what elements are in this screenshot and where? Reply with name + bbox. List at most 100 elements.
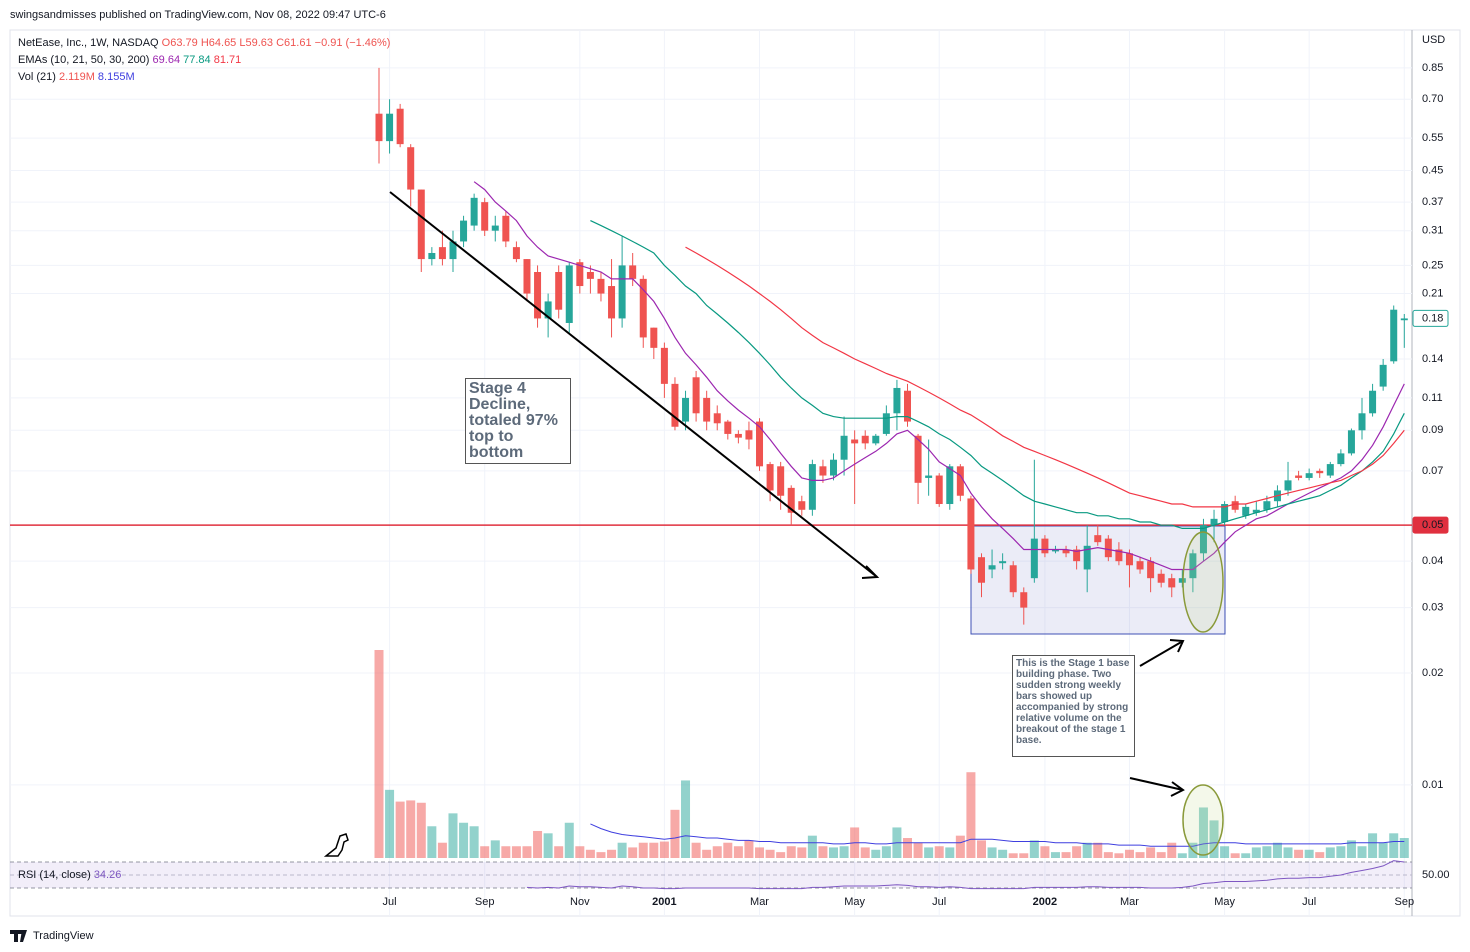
arrow — [1139, 639, 1185, 667]
price-tag-label: 0.05 — [1422, 519, 1443, 531]
candle-body — [946, 466, 954, 505]
x-tick-label: 2002 — [1033, 896, 1057, 908]
volume-bar — [1135, 852, 1145, 858]
volume-bar — [1262, 846, 1272, 858]
candle-body — [1136, 561, 1144, 570]
candle-body — [618, 265, 626, 319]
candle-body — [491, 225, 499, 231]
candle-body — [1168, 578, 1176, 588]
volume-bar — [765, 849, 775, 858]
candle-body — [449, 241, 457, 260]
y-tick-label: 0.37 — [1422, 196, 1443, 208]
candle-body — [1210, 518, 1218, 526]
volume-bar — [1357, 846, 1367, 858]
candle-body — [734, 433, 742, 438]
candle-body — [481, 202, 489, 231]
candle-body — [512, 247, 520, 260]
volume-bar — [797, 847, 807, 858]
volume-value: 8.155M — [98, 71, 135, 83]
volume-bar — [1389, 833, 1399, 858]
legend-line: EMAs (10, 21, 50, 30, 200) 69.64 77.84 8… — [18, 54, 241, 66]
y-tick-label: 0.04 — [1422, 555, 1443, 567]
volume-bar — [596, 852, 606, 858]
candle-body — [904, 390, 911, 422]
volume-bar — [1346, 840, 1356, 858]
volume-bar — [575, 846, 585, 858]
volume-bar — [1294, 849, 1304, 858]
volume-bar — [681, 780, 691, 858]
x-tick-label: Jul — [932, 896, 946, 908]
price-tag — [1412, 516, 1449, 534]
candle-body — [724, 421, 732, 434]
candle-body — [1295, 475, 1303, 478]
symbol: NetEase, Inc., 1W, NASDAQ — [18, 37, 159, 49]
volume-bar — [702, 849, 712, 858]
volume-bar — [564, 822, 574, 858]
ohlc: O63.79 — [162, 37, 198, 49]
rsi-tick-label: 50.00 — [1422, 869, 1450, 881]
candle-body — [830, 459, 838, 476]
volume-bar — [1399, 838, 1409, 858]
ema-line — [473, 181, 1405, 571]
volume-bar — [501, 846, 511, 858]
volume-bar — [998, 849, 1008, 858]
candle-body — [692, 377, 700, 414]
candle-body — [1358, 413, 1366, 431]
volume-bar — [1177, 853, 1187, 858]
volume-bar — [829, 847, 839, 858]
volume-bar — [966, 772, 976, 858]
volume-bar — [1167, 842, 1177, 858]
volume-bar — [1061, 852, 1071, 858]
logo-icon — [323, 833, 349, 857]
candle-body — [1104, 538, 1112, 558]
candle-body — [1337, 453, 1345, 465]
volume-bar — [1230, 853, 1240, 858]
volume-bar — [480, 846, 490, 858]
volume-bar — [427, 826, 437, 858]
x-tick-label: Sep — [1395, 896, 1415, 908]
volume-bar — [871, 849, 881, 858]
candle-body — [534, 271, 542, 319]
ema-value: 69.64 — [153, 54, 181, 66]
candle-body — [565, 265, 573, 323]
volume-value: 2.119M — [59, 71, 95, 83]
candle-body — [460, 220, 468, 242]
volume-bar — [1050, 852, 1060, 858]
volume-bar — [1272, 842, 1282, 858]
volume-bar — [818, 846, 828, 858]
candle-body — [660, 347, 668, 384]
volume-bar — [1103, 852, 1113, 858]
volume-bar — [670, 809, 680, 858]
volume-bar — [1040, 846, 1050, 858]
candle-body — [629, 265, 637, 279]
candle-body — [1221, 504, 1229, 522]
volume-bar — [1029, 840, 1039, 858]
candle-body — [756, 421, 764, 467]
volume-bar — [1114, 853, 1124, 858]
candle-body — [650, 327, 658, 348]
volume-bar — [1315, 852, 1325, 858]
candle-body — [1073, 549, 1081, 562]
candle-body — [597, 278, 605, 294]
volume-bar — [1336, 846, 1346, 858]
candle-body — [417, 189, 425, 260]
candle-body — [893, 387, 901, 414]
volume-bar — [395, 801, 405, 858]
volume-bar — [416, 802, 426, 858]
volume-bar — [945, 847, 955, 858]
candle-body — [1242, 506, 1250, 516]
x-tick-label: Sep — [475, 896, 495, 908]
candle-body — [1094, 535, 1102, 543]
volume-bar — [1325, 847, 1335, 858]
arrow — [1129, 777, 1185, 797]
x-tick-label: Nov — [570, 896, 590, 908]
x-tick-label: May — [1214, 896, 1235, 908]
volume-bar — [511, 846, 521, 858]
candle-body — [671, 383, 679, 427]
y-tick-label: 0.25 — [1422, 259, 1443, 271]
x-tick-label: Mar — [1120, 896, 1139, 908]
volume-bar — [839, 846, 849, 858]
candle-body — [808, 464, 816, 510]
volume-bar — [786, 846, 796, 858]
volume-bar — [385, 789, 395, 858]
